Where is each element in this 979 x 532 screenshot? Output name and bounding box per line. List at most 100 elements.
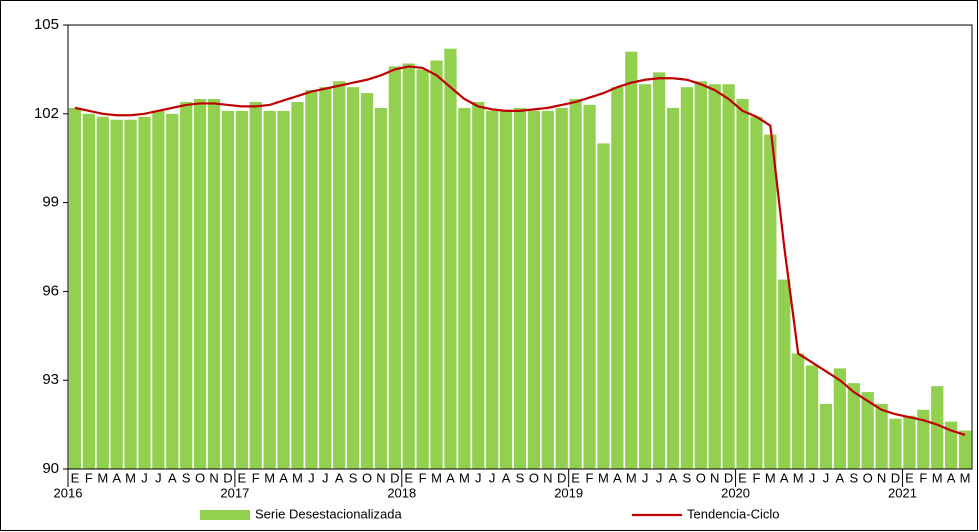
x-tick-label: A (502, 470, 511, 485)
x-tick-label: S (849, 470, 858, 485)
bar (583, 104, 596, 470)
x-tick-label: A (168, 470, 177, 485)
bar (194, 99, 207, 469)
bar (277, 110, 290, 469)
year-label: 2016 (54, 485, 83, 500)
y-tick-label: 90 (42, 460, 59, 477)
x-tick-label: E (571, 470, 580, 485)
x-tick-label: J (656, 470, 663, 485)
bar (792, 353, 805, 469)
bar (750, 116, 763, 469)
bar (625, 51, 638, 469)
x-tick-label: M (264, 470, 275, 485)
y-tick-label: 99 (42, 194, 59, 211)
bar (513, 107, 527, 469)
x-tick-label: N (543, 470, 552, 485)
bar (903, 415, 916, 469)
x-tick-label: M (97, 470, 108, 485)
x-tick-label: M (125, 470, 136, 485)
bar (819, 403, 833, 469)
x-tick-label: M (960, 470, 971, 485)
bar (945, 421, 958, 469)
bar (611, 87, 624, 469)
bar (778, 279, 791, 469)
bar (319, 87, 332, 469)
x-tick-label: O (362, 470, 372, 485)
x-tick-label: S (683, 470, 692, 485)
y-tick-label: 93 (42, 371, 59, 388)
x-tick-label: J (308, 470, 315, 485)
x-tick-label: J (823, 470, 830, 485)
x-tick-label: N (877, 470, 886, 485)
bar (388, 66, 401, 469)
year-label: 2017 (220, 485, 249, 500)
x-tick-label: O (863, 470, 873, 485)
bar (360, 93, 374, 469)
x-tick-label: M (459, 470, 470, 485)
y-tick-label: 102 (34, 105, 59, 122)
bar (958, 430, 972, 469)
x-tick-label: A (446, 470, 455, 485)
x-tick-label: D (891, 470, 900, 485)
bar (207, 99, 221, 469)
bar (333, 81, 346, 470)
x-tick-label: D (223, 470, 232, 485)
x-tick-label: J (642, 470, 649, 485)
bar (569, 99, 582, 469)
x-tick-label: E (738, 470, 747, 485)
bar (527, 110, 541, 469)
bar (764, 134, 777, 469)
x-tick-label: F (752, 470, 760, 485)
x-tick-label: F (252, 470, 260, 485)
bar (736, 99, 749, 469)
x-tick-label: N (376, 470, 385, 485)
bar (346, 87, 360, 469)
bar (666, 107, 680, 469)
x-tick-label: J (809, 470, 816, 485)
legend-label: Serie Desestacionalizada (255, 506, 402, 521)
x-tick-label: E (905, 470, 914, 485)
x-tick-label: J (489, 470, 496, 485)
x-tick-label: M (292, 470, 303, 485)
x-tick-label: F (919, 470, 927, 485)
bar (861, 392, 874, 469)
bar (291, 101, 304, 470)
bar (430, 60, 443, 470)
bar (68, 107, 82, 469)
x-tick-label: F (419, 470, 427, 485)
x-tick-label: F (586, 470, 594, 485)
bar (402, 63, 415, 469)
bar (499, 110, 513, 469)
bar (472, 101, 485, 470)
x-tick-label: M (626, 470, 637, 485)
y-tick-label: 105 (34, 16, 59, 33)
bar (249, 101, 262, 470)
x-tick-label: M (765, 470, 776, 485)
x-tick-label: O (195, 470, 205, 485)
bar (917, 409, 930, 469)
x-tick-label: A (279, 470, 288, 485)
bar (235, 110, 248, 469)
bar (374, 107, 388, 469)
bar (889, 418, 902, 469)
year-label: 2021 (888, 485, 917, 500)
plot-frame (67, 24, 973, 470)
bar (805, 365, 819, 469)
x-tick-label: M (431, 470, 442, 485)
year-label: 2020 (721, 485, 750, 500)
x-tick-label: A (780, 470, 789, 485)
bar (166, 113, 179, 470)
x-tick-label: F (85, 470, 93, 485)
bar (486, 110, 499, 469)
x-tick-label: D (724, 470, 733, 485)
bar (138, 116, 151, 469)
x-tick-label: J (475, 470, 482, 485)
x-tick-label: E (404, 470, 413, 485)
bar (305, 90, 318, 470)
bar (833, 368, 846, 469)
x-tick-label: M (793, 470, 804, 485)
legend-label: Tendencia-Ciclo (687, 506, 780, 521)
y-tick-label: 96 (42, 282, 59, 299)
x-tick-label: J (155, 470, 162, 485)
x-tick-label: A (613, 470, 622, 485)
